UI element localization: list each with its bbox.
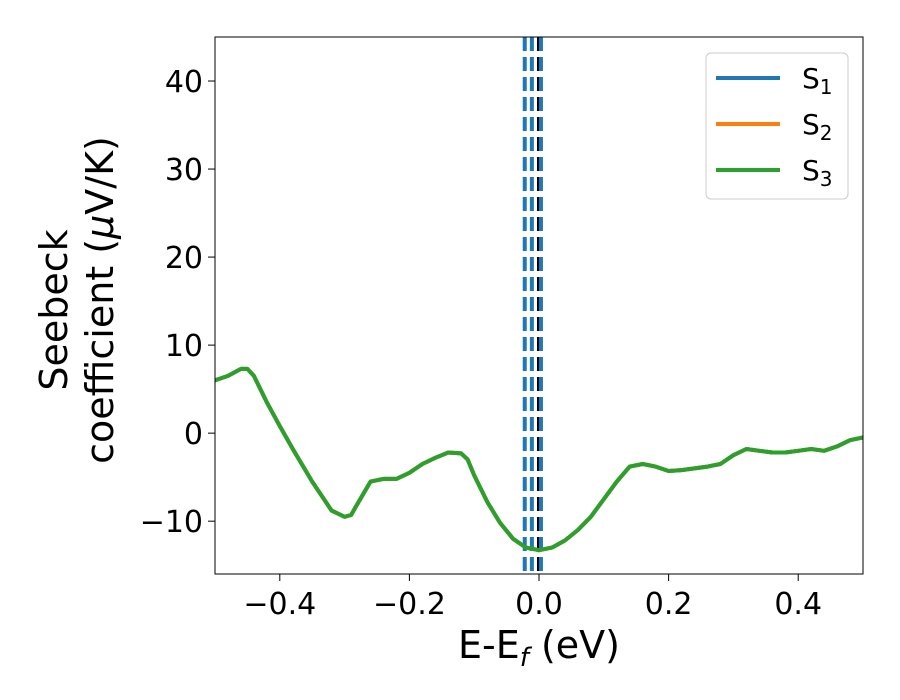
x-axis-label: E-Ef (eV) bbox=[458, 623, 620, 673]
y-tick-label: 30 bbox=[165, 153, 203, 188]
x-tick-label: 0.4 bbox=[774, 587, 822, 622]
x-tick-label: −0.4 bbox=[243, 587, 316, 622]
legend: S1 S2 S3 bbox=[705, 52, 849, 200]
fermi-level-lines bbox=[522, 37, 543, 574]
x-tick-label: 0.2 bbox=[645, 587, 693, 622]
legend-label-s1: S1 bbox=[802, 62, 833, 99]
series-layer bbox=[215, 366, 863, 553]
series-line-s3 bbox=[215, 366, 863, 553]
x-tick-label: 0.0 bbox=[515, 587, 563, 622]
y-tick-label: 40 bbox=[165, 65, 203, 100]
y-axis-label-line2: coefficient (μV/K) bbox=[78, 136, 122, 464]
y-axis-label-line1: Seebeck bbox=[32, 229, 76, 390]
y-axis: −10 0 10 20 30 40 bbox=[140, 65, 215, 540]
legend-label-s2: S2 bbox=[802, 108, 833, 145]
x-axis: −0.4 −0.2 0.0 0.2 0.4 bbox=[243, 574, 822, 622]
y-tick-label: 20 bbox=[165, 241, 203, 276]
y-tick-label: −10 bbox=[140, 505, 203, 540]
x-tick-label: −0.2 bbox=[373, 587, 446, 622]
y-tick-label: 0 bbox=[184, 417, 203, 452]
y-tick-label: 10 bbox=[165, 329, 203, 364]
legend-label-s3: S3 bbox=[802, 154, 833, 191]
